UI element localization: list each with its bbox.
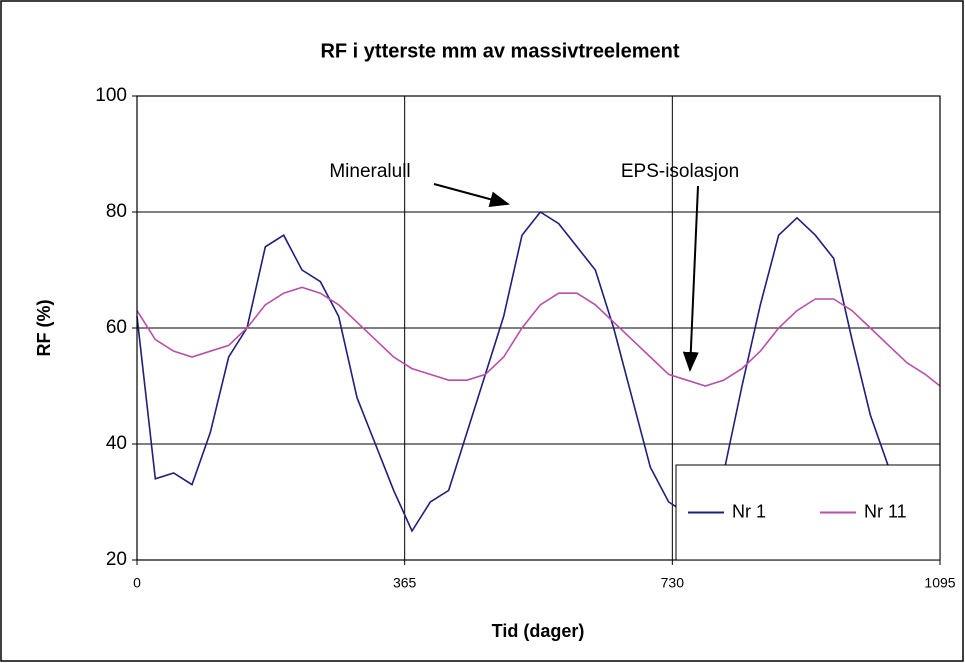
- y-tick-label: 60: [106, 317, 127, 338]
- plot-border: [136, 95, 941, 561]
- overlay: Mineralull EPS-isolasjon: [329, 161, 739, 372]
- annotation-arrow: [433, 183, 510, 208]
- x-tick-label: 730: [661, 575, 685, 591]
- legend-label: Nr 11: [864, 501, 907, 521]
- x-tick-label: 1095: [924, 575, 955, 591]
- annotation-arrow: [682, 185, 699, 372]
- y-tick-label: 20: [106, 549, 127, 570]
- x-axis-label: Tid (dager): [492, 621, 585, 641]
- plot-area: 20 40 60 80 100 0 365 730 1095 Nr 1 Nr 11: [95, 85, 955, 591]
- y-axis-label: RF (%): [34, 300, 54, 357]
- annotation: Mineralull: [329, 161, 410, 182]
- y-tick-label: 40: [106, 433, 127, 454]
- chart-title: RF i ytterste mm av massivtreelement: [320, 40, 679, 62]
- y-tick-label: 100: [95, 85, 127, 106]
- series-line: [136, 210, 941, 533]
- y-tick-label: 80: [106, 201, 127, 222]
- series-line: [136, 286, 941, 387]
- x-tick-label: 0: [133, 575, 141, 591]
- annotation: EPS-isolasjon: [621, 161, 739, 182]
- legend: Nr 1 Nr 11: [675, 464, 941, 561]
- x-tick-label: 365: [393, 575, 417, 591]
- legend-label: Nr 1: [732, 501, 766, 521]
